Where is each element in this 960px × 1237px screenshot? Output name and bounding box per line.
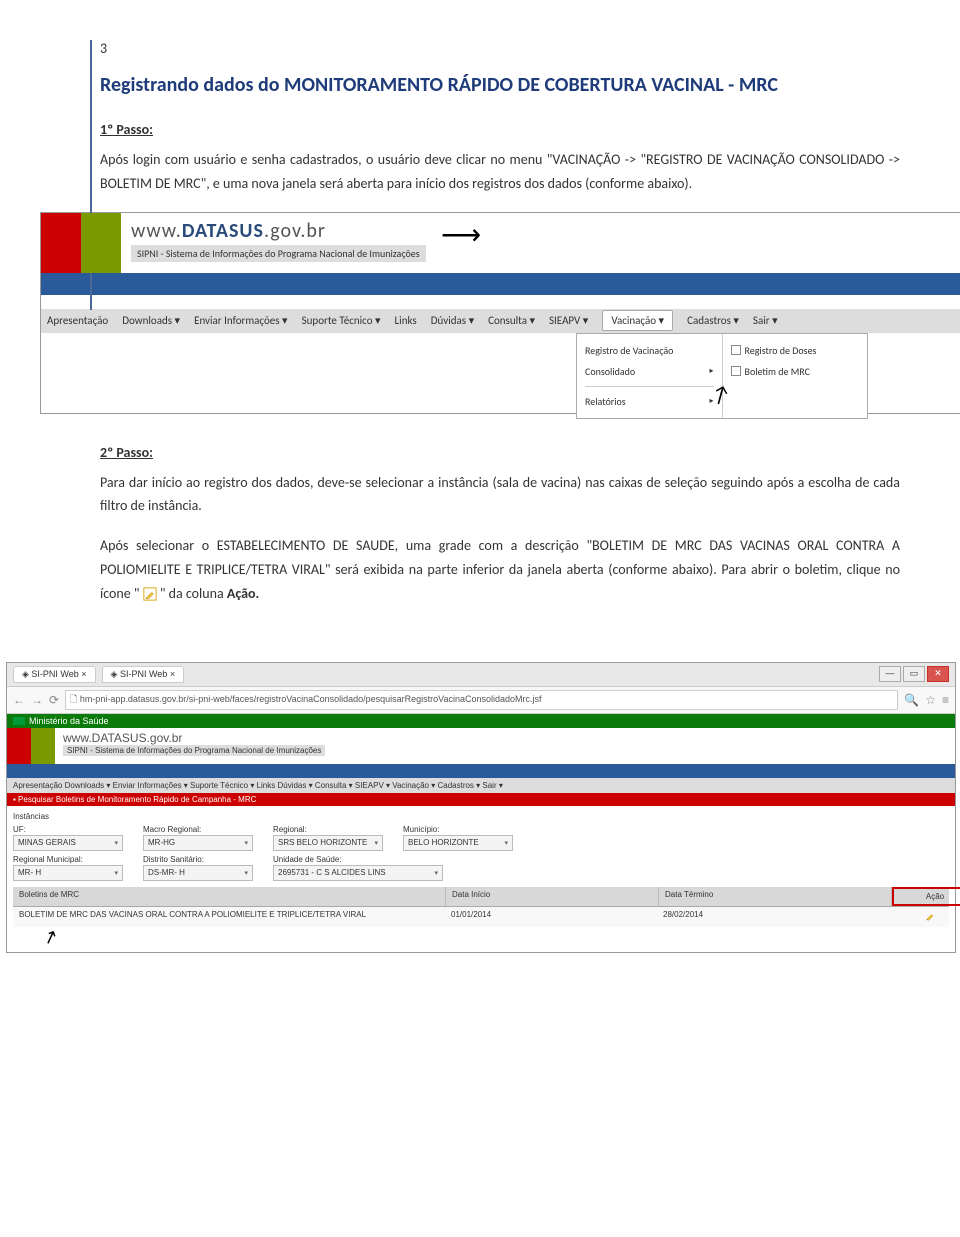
shot1-navbar: Apresentação Downloads ▾ Enviar Informaç… <box>41 309 960 333</box>
dd-item[interactable]: Registro de Vacinação <box>585 340 714 361</box>
field-label: Macro Regional: <box>143 825 253 834</box>
field-label: Unidade de Saúde: <box>273 855 443 864</box>
window-close-icon[interactable]: ✕ <box>927 666 949 682</box>
acao-header-highlight: Ação <box>892 887 960 906</box>
browser-tab[interactable]: ◈ SI-PNI Web × <box>13 666 96 683</box>
nav-item[interactable]: SIEAPV ▾ <box>549 314 588 327</box>
search-icon[interactable]: 🔍 <box>904 693 919 707</box>
data-termino-cell: 28/02/2014 <box>657 907 889 927</box>
brasil-flag-icon <box>13 717 25 725</box>
macro-select[interactable]: MR-HG▾ <box>143 835 253 851</box>
nav-item[interactable]: Enviar Informações ▾ <box>194 314 288 327</box>
nav-item[interactable]: Dúvidas ▾ <box>431 314 474 327</box>
ministerio-bar: Ministério da Saúde <box>7 714 955 728</box>
dd-item[interactable]: Relatórios▸ <box>585 391 714 412</box>
regional-select[interactable]: SRS BELO HORIZONTE▾ <box>273 835 383 851</box>
step2-text1: Para dar início ao registro dos dados, d… <box>100 471 900 519</box>
table-row: BOLETIM DE MRC DAS VACINAS ORAL CONTRA A… <box>13 907 949 927</box>
shot1-logo-suffix: .gov.br <box>264 219 326 243</box>
window-max-icon[interactable]: ▭ <box>903 666 925 682</box>
municipio-select[interactable]: BELO HORIZONTE▾ <box>403 835 513 851</box>
nav-item[interactable]: Downloads ▾ <box>122 314 180 327</box>
step1-label: 1º Passo: <box>100 121 900 138</box>
shot2-navbar: Apresentação Downloads ▾ Enviar Informaç… <box>7 778 955 793</box>
distrito-select[interactable]: DS-MR- H▾ <box>143 865 253 881</box>
regmun-select[interactable]: MR- H▾ <box>13 865 123 881</box>
menu-icon[interactable]: ≡ <box>942 693 949 707</box>
nav-item[interactable]: Consulta ▾ <box>488 314 535 327</box>
pencil-icon[interactable] <box>924 910 936 922</box>
step2-label: 2º Passo: <box>100 444 900 461</box>
nav-item-vacinacao[interactable]: Vacinação ▾ <box>602 310 673 331</box>
uf-select[interactable]: MINAS GERAIS▾ <box>13 835 123 851</box>
address-bar[interactable]: 🗋 hm-pni-app.datasus.gov.br/si-pni-web/f… <box>65 690 898 710</box>
pencil-icon <box>143 587 157 601</box>
nav-item[interactable]: Suporte Técnico ▾ <box>302 314 381 327</box>
screenshot-1: www.DATASUS.gov.br SIPNI - Sistema de In… <box>40 212 960 414</box>
dd-item[interactable]: Registro de Doses <box>731 340 860 361</box>
shot2-logo: www.DATASUS.gov.br <box>63 731 947 745</box>
shot1-logo-main: DATASUS <box>182 219 264 243</box>
window-min-icon[interactable]: — <box>879 666 901 682</box>
page-number: 3 <box>100 40 900 57</box>
arrow-annotation-icon: ↗ <box>40 925 61 950</box>
field-label: Regional: <box>273 825 383 834</box>
field-label: Regional Municipal: <box>13 855 123 864</box>
dd-item-boletim[interactable]: Boletim de MRC <box>731 361 860 382</box>
shot2-subtitle: SIPNI - Sistema de Informações do Progra… <box>63 745 325 756</box>
data-inicio-cell: 01/01/2014 <box>445 907 657 927</box>
shot1-logo-prefix: www. <box>131 219 182 243</box>
step2-text2: Após selecionar o ESTABELECIMENTO DE SAU… <box>100 534 900 605</box>
reload-icon[interactable]: ⟳ <box>49 693 59 707</box>
nav-item[interactable]: Apresentação <box>47 314 108 327</box>
shot1-subtitle: SIPNI - Sistema de Informações do Progra… <box>131 245 426 262</box>
nav-item[interactable]: Links <box>395 314 417 327</box>
screenshot-2: ◈ SI-PNI Web × ◈ SI-PNI Web × — ▭ ✕ ← → … <box>6 662 956 953</box>
instancias-label: Instâncias <box>13 810 949 823</box>
grid-header: Boletins de MRC Data Início Data Término… <box>13 887 949 907</box>
star-icon[interactable]: ☆ <box>925 693 936 707</box>
unidade-select[interactable]: 2695731 - C S ALCIDES LINS▾ <box>273 865 443 881</box>
breadcrumb-bar: ▪ Pesquisar Boletins de Monitoramento Rá… <box>7 793 955 806</box>
nav-item[interactable]: Sair ▾ <box>753 314 778 327</box>
arrow-annotation-icon: ⟶ <box>441 217 481 252</box>
field-label: UF: <box>13 825 123 834</box>
back-icon[interactable]: ← <box>13 693 25 707</box>
field-label: Distrito Sanitário: <box>143 855 253 864</box>
field-label: Município: <box>403 825 513 834</box>
step1-text: Após login com usuário e senha cadastrad… <box>100 148 900 196</box>
main-heading: Registrando dados do MONITORAMENTO RÁPID… <box>100 73 900 97</box>
dd-item[interactable]: Consolidado▸ <box>585 361 714 382</box>
acao-cell[interactable] <box>889 907 960 927</box>
acao-word: Ação. <box>227 585 259 602</box>
forward-icon[interactable]: → <box>31 693 43 707</box>
browser-tab[interactable]: ◈ SI-PNI Web × <box>102 666 185 683</box>
nav-item[interactable]: Cadastros ▾ <box>687 314 739 327</box>
boletim-cell: BOLETIM DE MRC DAS VACINAS ORAL CONTRA A… <box>13 907 445 927</box>
